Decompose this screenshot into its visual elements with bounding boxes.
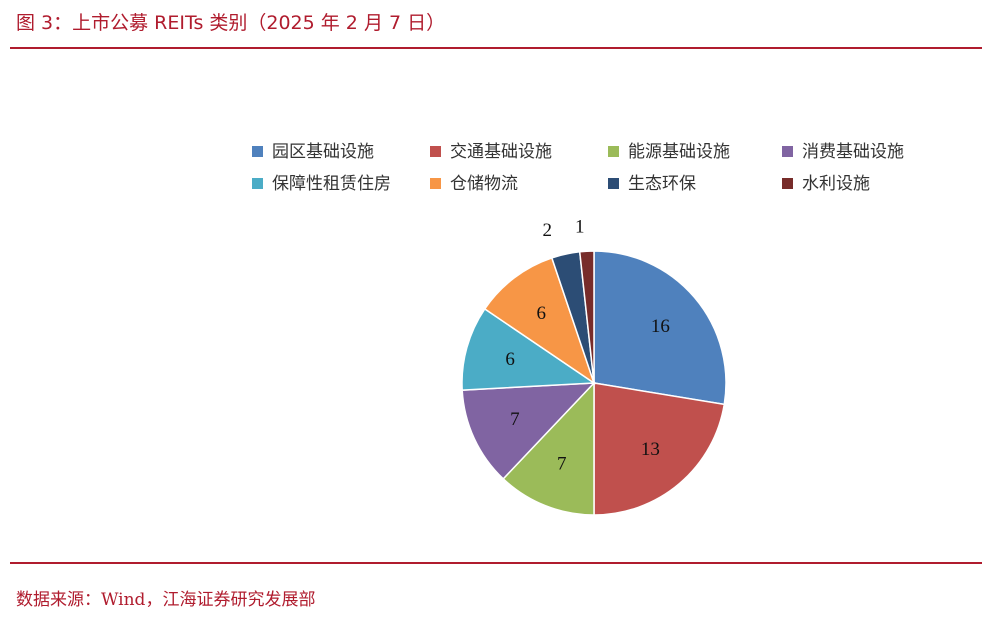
legend-swatch-2 (608, 146, 619, 157)
pie-slice-5 (483, 256, 596, 385)
legend-swatch-0 (252, 146, 263, 157)
source-note: 数据来源：Wind，江海证券研究发展部 (16, 590, 316, 610)
data-label-4: 6 (505, 349, 515, 370)
legend-label-5: 仓储物流 (450, 174, 518, 194)
pie-slice-7 (578, 250, 595, 384)
pie-slice-2 (502, 381, 595, 516)
top-divider (10, 47, 982, 49)
legend-swatch-5 (430, 178, 441, 189)
data-label-5: 6 (537, 303, 547, 324)
data-label-0: 16 (651, 316, 670, 337)
legend-label-0: 园区基础设施 (272, 142, 374, 162)
legend-swatch-4 (252, 178, 263, 189)
bottom-divider (10, 562, 982, 564)
legend-swatch-7 (782, 178, 793, 189)
pie-slice-3 (461, 382, 596, 480)
legend-label-6: 生态环保 (628, 174, 696, 194)
pie-slices (461, 250, 727, 516)
data-label-2: 7 (557, 453, 567, 474)
legend-label-1: 交通基础设施 (450, 142, 552, 162)
pie-slice-0 (593, 250, 727, 406)
legend-swatch-6 (608, 178, 619, 189)
figure-title: 图 3：上市公募 REITs 类别（2025 年 2 月 7 日） (16, 12, 446, 34)
data-label-7: 1 (575, 217, 585, 238)
legend-label-2: 能源基础设施 (628, 142, 730, 162)
data-labels: 16 13 7 7 6 6 2 1 (505, 217, 670, 475)
legend-label-4: 保障性租赁住房 (272, 174, 391, 194)
data-label-6: 2 (543, 220, 553, 241)
legend-label-3: 消费基础设施 (802, 142, 904, 162)
data-label-1: 13 (641, 439, 660, 460)
data-label-3: 7 (510, 409, 520, 430)
pie-slice-1 (593, 382, 726, 516)
legend-swatch-3 (782, 146, 793, 157)
legend-swatch-1 (430, 146, 441, 157)
legend-label-7: 水利设施 (802, 174, 870, 194)
pie-slice-4 (461, 307, 597, 391)
